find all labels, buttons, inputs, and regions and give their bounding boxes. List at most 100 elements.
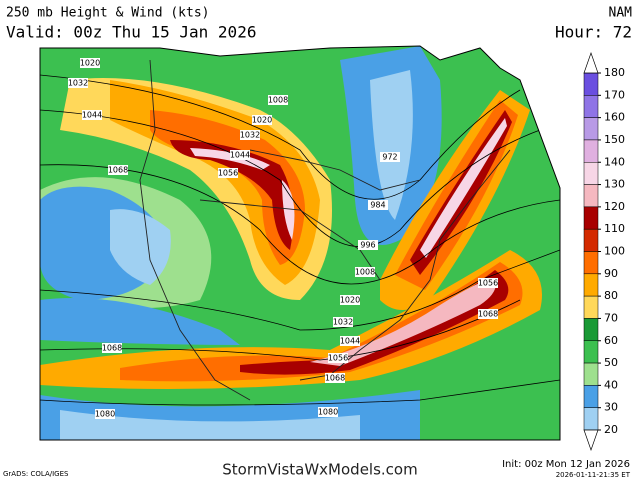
color-bin bbox=[583, 206, 599, 230]
colorbar-label: 110 bbox=[604, 222, 625, 235]
forecast-hour: Hour: 72 bbox=[555, 23, 632, 42]
contour-label: 1080 bbox=[95, 410, 115, 419]
jet bbox=[40, 250, 542, 389]
color-bin bbox=[583, 72, 599, 96]
contour-label: 1032 bbox=[240, 131, 260, 140]
colorbar-label: 90 bbox=[604, 267, 618, 280]
color-bin bbox=[583, 318, 599, 341]
coastlines bbox=[139, 59, 511, 401]
contour-label: 1044 bbox=[340, 337, 360, 346]
contour-label-bg bbox=[82, 110, 102, 120]
contour-label-bg bbox=[478, 309, 498, 319]
contour-label-bg bbox=[478, 278, 498, 288]
contour-label-bg bbox=[80, 58, 100, 68]
colorbar-label: 180 bbox=[604, 66, 625, 79]
jet-core bbox=[310, 278, 496, 366]
contour-label-bg bbox=[340, 336, 360, 346]
contour-label: 1056 bbox=[478, 279, 498, 288]
colorbar-label: 60 bbox=[604, 334, 618, 347]
contour-label: 1068 bbox=[102, 344, 122, 353]
colorbar-arrow bbox=[583, 429, 599, 452]
contour-label-bg bbox=[333, 317, 353, 327]
contour-label-bg bbox=[102, 343, 122, 353]
colorbar-label: 50 bbox=[604, 356, 618, 369]
colorbar-label: 150 bbox=[604, 133, 625, 146]
color-bin bbox=[583, 95, 599, 118]
colorbar-label: 130 bbox=[604, 178, 625, 191]
contour-label-bg bbox=[368, 200, 388, 210]
contour-label-bg bbox=[325, 373, 345, 383]
color-bin bbox=[583, 139, 599, 163]
contour-label: 1056 bbox=[218, 169, 238, 178]
color-bin bbox=[583, 385, 599, 408]
contour-label-bg bbox=[68, 78, 88, 88]
color-bin bbox=[583, 228, 599, 252]
contour-label-bg bbox=[340, 295, 360, 305]
contour-label: 1056 bbox=[328, 354, 348, 363]
wind-region bbox=[40, 298, 240, 345]
color-bin bbox=[583, 407, 599, 431]
contour-label-bg bbox=[230, 150, 250, 160]
credit: GrADS: COLA/IGES bbox=[3, 470, 69, 478]
colorbar-label: 40 bbox=[604, 378, 618, 391]
map-frame bbox=[39, 45, 561, 441]
contours bbox=[40, 74, 560, 406]
color-bin bbox=[583, 295, 599, 319]
contour-label-bg bbox=[358, 240, 378, 250]
contour-labels: 1020 1032 1044 1068 1008 1020 1032 1044 1056 972 9… bbox=[68, 58, 498, 419]
model: NAM bbox=[609, 6, 633, 21]
contour-label-bg bbox=[240, 130, 260, 140]
site: StormVistaWxModels.com bbox=[222, 461, 417, 479]
contour-label-bg bbox=[252, 115, 272, 125]
jet-core bbox=[420, 118, 507, 258]
valid-time: Valid: 00z Thu 15 Jan 2026 bbox=[6, 23, 256, 42]
colorbar: 180 170 160 150 140 130 120 110 100 90 80 70 60 50 40 3… bbox=[583, 51, 625, 452]
title: 250 mb Height & Wind (kts) bbox=[6, 6, 210, 21]
colorbar-label: 20 bbox=[604, 423, 618, 436]
color-bin bbox=[583, 251, 599, 275]
contour-label: 1068 bbox=[108, 166, 128, 175]
contour-label-bg bbox=[218, 168, 238, 178]
init-time: Init: 00z Mon 12 Jan 2026 bbox=[502, 459, 630, 470]
colorbar-label: 170 bbox=[604, 88, 625, 101]
colorbar-label: 100 bbox=[604, 245, 625, 258]
contour-label: 1044 bbox=[82, 111, 102, 120]
contour-label-bg bbox=[318, 407, 338, 417]
color-bin bbox=[583, 340, 599, 364]
contour-label-bg bbox=[380, 152, 400, 162]
contour-label: 1020 bbox=[252, 116, 272, 125]
colorbar-label: 140 bbox=[604, 155, 625, 168]
contour-label: 984 bbox=[370, 201, 385, 210]
contour-label: 996 bbox=[360, 241, 375, 250]
wind-region bbox=[110, 209, 171, 285]
contour-label: 972 bbox=[382, 153, 397, 162]
contour-label: 1020 bbox=[80, 59, 100, 68]
map bbox=[40, 46, 560, 440]
contour-label: 1044 bbox=[230, 151, 250, 160]
contour-label: 1032 bbox=[68, 79, 88, 88]
colorbar-label: 30 bbox=[604, 401, 618, 414]
contour-label: 1008 bbox=[355, 268, 375, 277]
contour-label-bg bbox=[328, 353, 348, 363]
color-bin bbox=[583, 184, 599, 208]
color-bin bbox=[583, 117, 599, 141]
wind-region bbox=[370, 70, 413, 220]
colorbar-label: 120 bbox=[604, 200, 625, 213]
contour-label-bg bbox=[95, 409, 115, 419]
contour-label: 1068 bbox=[478, 310, 498, 319]
timestamp: 2026-01-11-21:35 ET bbox=[556, 471, 631, 479]
contour-label: 1008 bbox=[268, 96, 288, 105]
contour-label: 1080 bbox=[318, 408, 338, 417]
contour-label-bg bbox=[355, 267, 375, 277]
colorbar-arrow bbox=[583, 51, 599, 74]
contour-label-bg bbox=[268, 95, 288, 105]
color-bin bbox=[583, 362, 599, 386]
color-bin bbox=[583, 273, 599, 297]
colorbar-label: 80 bbox=[604, 289, 618, 302]
contour-label: 1032 bbox=[333, 318, 353, 327]
contour-label: 1020 bbox=[340, 296, 360, 305]
colorbar-label: 160 bbox=[604, 111, 625, 124]
contour-label: 1068 bbox=[325, 374, 345, 383]
color-bin bbox=[583, 162, 599, 185]
